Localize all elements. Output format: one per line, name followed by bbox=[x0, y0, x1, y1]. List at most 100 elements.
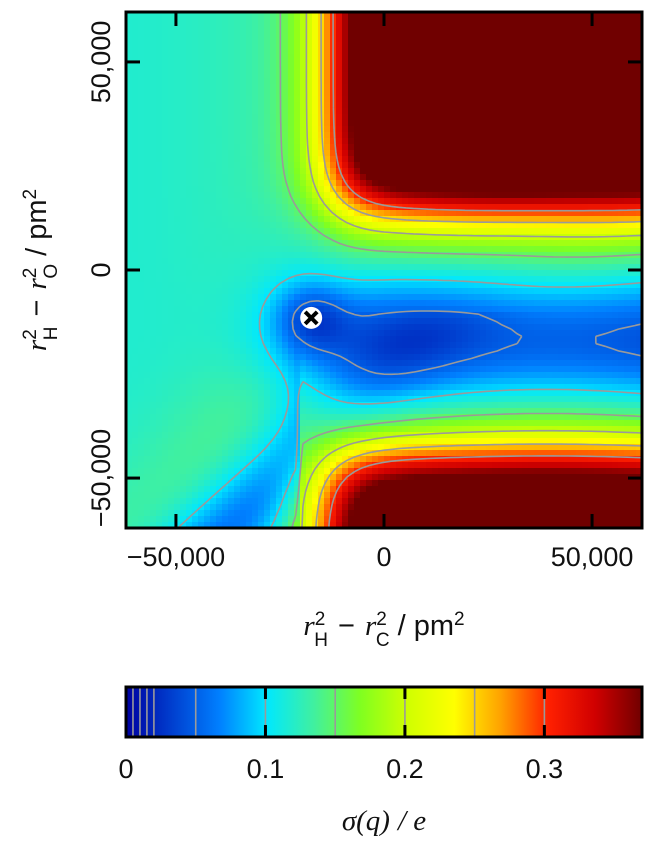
heatmap-cell bbox=[558, 132, 565, 139]
heatmap-cell bbox=[276, 318, 283, 325]
heatmap-cell bbox=[612, 192, 619, 199]
heatmap-cell bbox=[594, 186, 601, 193]
heatmap-cell bbox=[486, 258, 493, 265]
heatmap-cell bbox=[294, 192, 301, 199]
heatmap-cell bbox=[336, 330, 343, 337]
heatmap-cell bbox=[552, 54, 559, 61]
heatmap-cell bbox=[168, 354, 175, 361]
heatmap-cell bbox=[528, 168, 535, 175]
heatmap-cell bbox=[168, 54, 175, 61]
heatmap-cell bbox=[258, 168, 265, 175]
heatmap-cell bbox=[474, 48, 481, 55]
heatmap-cell bbox=[204, 138, 211, 145]
heatmap-cell bbox=[474, 204, 481, 211]
heatmap-cell bbox=[366, 114, 373, 121]
heatmap-cell bbox=[636, 210, 642, 217]
heatmap-cell bbox=[444, 60, 451, 67]
heatmap-cell bbox=[390, 84, 397, 91]
heatmap-cell bbox=[558, 354, 565, 361]
heatmap-cell bbox=[498, 48, 505, 55]
heatmap-cell bbox=[228, 48, 235, 55]
heatmap-cell bbox=[306, 252, 313, 259]
heatmap-cell bbox=[180, 342, 187, 349]
heatmap-cell bbox=[162, 282, 169, 289]
heatmap-cell bbox=[456, 12, 463, 19]
heatmap-cell bbox=[168, 186, 175, 193]
heatmap-cell bbox=[330, 330, 337, 337]
heatmap-cell bbox=[510, 300, 517, 307]
heatmap-cell bbox=[618, 324, 625, 331]
heatmap-cell bbox=[450, 228, 457, 235]
heatmap-cell bbox=[576, 18, 583, 25]
heatmap-cell bbox=[354, 210, 361, 217]
heatmap-cell bbox=[516, 66, 523, 73]
heatmap-cell bbox=[174, 324, 181, 331]
heatmap-cell bbox=[288, 54, 295, 61]
heatmap-cell bbox=[630, 78, 637, 85]
heatmap-cell bbox=[534, 348, 541, 355]
heatmap-cell bbox=[240, 330, 247, 337]
heatmap-cell bbox=[288, 222, 295, 229]
heatmap-cell bbox=[618, 36, 625, 43]
heatmap-cell bbox=[306, 228, 313, 235]
heatmap-cell bbox=[534, 156, 541, 163]
heatmap-cell bbox=[606, 318, 613, 325]
heatmap-cell bbox=[636, 186, 642, 193]
heatmap-cell bbox=[192, 330, 199, 337]
heatmap-cell bbox=[264, 30, 271, 37]
heatmap-cell bbox=[300, 42, 307, 49]
heatmap-cell bbox=[510, 204, 517, 211]
heatmap-cell bbox=[240, 258, 247, 265]
heatmap-cell bbox=[444, 270, 451, 277]
heatmap-cell bbox=[348, 30, 355, 37]
heatmap-cell bbox=[438, 228, 445, 235]
heatmap-cell bbox=[630, 24, 637, 31]
heatmap-cell bbox=[324, 288, 331, 295]
heatmap-cell bbox=[180, 222, 187, 229]
heatmap-cell bbox=[144, 330, 151, 337]
heatmap-cell bbox=[552, 48, 559, 55]
heatmap-cell bbox=[504, 24, 511, 31]
heatmap-cell bbox=[186, 264, 193, 271]
heatmap-cell bbox=[420, 66, 427, 73]
heatmap-cell bbox=[426, 300, 433, 307]
heatmap-cell bbox=[132, 234, 139, 241]
heatmap-cell bbox=[246, 78, 253, 85]
heatmap-cell bbox=[132, 48, 139, 55]
heatmap-cell bbox=[282, 120, 289, 127]
heatmap-cell bbox=[528, 132, 535, 139]
heatmap-cell bbox=[138, 252, 145, 259]
heatmap-cell bbox=[174, 36, 181, 43]
heatmap-cell bbox=[126, 264, 133, 271]
heatmap-cell bbox=[282, 300, 289, 307]
heatmap-cell bbox=[438, 132, 445, 139]
heatmap-cell bbox=[588, 48, 595, 55]
heatmap-cell bbox=[384, 240, 391, 247]
heatmap-cell bbox=[498, 246, 505, 253]
heatmap-cell bbox=[540, 36, 547, 43]
heatmap-cell bbox=[198, 156, 205, 163]
heatmap-cell bbox=[246, 84, 253, 91]
heatmap-cell bbox=[318, 162, 325, 169]
heatmap-cell bbox=[270, 180, 277, 187]
heatmap-cell bbox=[432, 258, 439, 265]
heatmap-cell bbox=[486, 150, 493, 157]
heatmap-cell bbox=[402, 132, 409, 139]
heatmap-cell bbox=[600, 306, 607, 313]
heatmap-cell bbox=[498, 204, 505, 211]
heatmap-cell bbox=[342, 156, 349, 163]
heatmap-cell bbox=[522, 324, 529, 331]
heatmap-cell bbox=[174, 348, 181, 355]
heatmap-cell bbox=[360, 234, 367, 241]
heatmap-cell bbox=[198, 30, 205, 37]
heatmap-cell bbox=[144, 78, 151, 85]
heatmap-cell bbox=[462, 282, 469, 289]
heatmap-cell bbox=[420, 120, 427, 127]
heatmap-cell bbox=[492, 168, 499, 175]
heatmap-cell bbox=[504, 162, 511, 169]
heatmap-cell bbox=[180, 204, 187, 211]
heatmap-cell bbox=[558, 336, 565, 343]
heatmap-cell bbox=[162, 114, 169, 121]
heatmap-cell bbox=[282, 192, 289, 199]
heatmap-cell bbox=[600, 180, 607, 187]
